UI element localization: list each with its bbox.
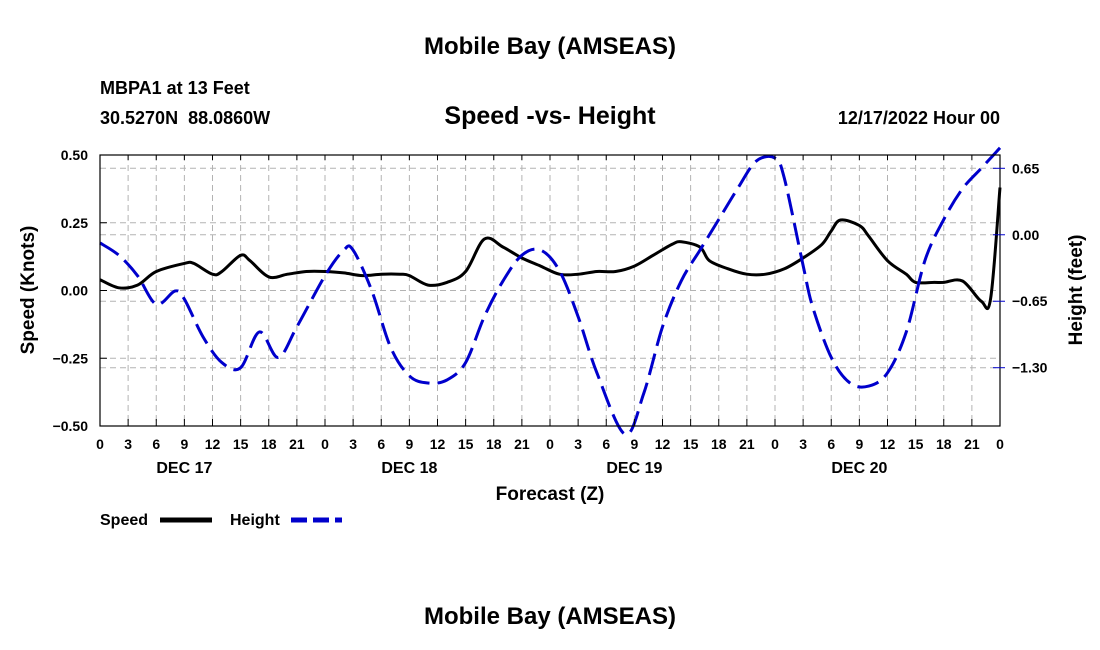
x-tick-label: 3 — [349, 436, 357, 452]
x-tick-label: 21 — [964, 436, 980, 452]
day-label: DEC 19 — [606, 460, 662, 477]
x-tick-label: 6 — [377, 436, 385, 452]
x-tick-label: 12 — [655, 436, 671, 452]
y-tick-label: 0.50 — [61, 147, 88, 163]
x-tick-label: 15 — [233, 436, 249, 452]
series-layer — [99, 146, 1002, 436]
y-axis-label-right: Height (feet) — [1066, 235, 1087, 346]
x-tick-label: 15 — [908, 436, 924, 452]
x-tick-label: 21 — [289, 436, 305, 452]
y-tick-label: 0.00 — [61, 283, 88, 299]
y2-tick-label: −0.65 — [1012, 293, 1048, 309]
x-tick-label: 21 — [514, 436, 530, 452]
y-tick-label: −0.25 — [53, 350, 89, 366]
x-tick-label: 6 — [152, 436, 160, 452]
day-label: DEC 18 — [381, 460, 437, 477]
x-tick-label: 0 — [96, 436, 104, 452]
day-label: DEC 20 — [831, 460, 887, 477]
x-tick-label: 18 — [486, 436, 502, 452]
x-axis-label: Forecast (Z) — [496, 484, 605, 505]
station-coords: 30.5270N 88.0860W — [100, 108, 270, 128]
y-tick-label: −0.50 — [53, 418, 89, 434]
x-tick-label: 9 — [180, 436, 188, 452]
x-tick-label: 0 — [546, 436, 554, 452]
x-tick-label: 18 — [711, 436, 727, 452]
y2-tick-label: −1.30 — [1012, 360, 1048, 376]
x-tick-label: 9 — [405, 436, 413, 452]
footer-title: Mobile Bay (AMSEAS) — [424, 603, 676, 630]
x-tick-label: 6 — [827, 436, 835, 452]
grid-lines — [100, 154, 1000, 427]
y2-tick-label: 0.00 — [1012, 227, 1039, 243]
chart-title: Speed -vs- Height — [444, 102, 656, 130]
legend-height-label: Height — [230, 512, 280, 529]
x-tick-label: 18 — [936, 436, 952, 452]
x-tick-label: 12 — [205, 436, 221, 452]
legend-speed-label: Speed — [100, 512, 148, 529]
x-tick-label: 9 — [855, 436, 863, 452]
x-tick-label: 6 — [602, 436, 610, 452]
x-tick-label: 3 — [799, 436, 807, 452]
x-tick-label: 12 — [430, 436, 446, 452]
x-tick-label: 15 — [683, 436, 699, 452]
x-tick-label: 18 — [261, 436, 277, 452]
x-tick-label: 9 — [630, 436, 638, 452]
x-tick-label: 0 — [321, 436, 329, 452]
y-tick-label: 0.25 — [61, 215, 88, 231]
y-axis-label-left: Speed (Knots) — [18, 226, 39, 355]
x-tick-label: 3 — [124, 436, 132, 452]
x-tick-label: 0 — [996, 436, 1004, 452]
x-tick-label: 12 — [880, 436, 896, 452]
tick-labels: 0 3 6 9 12 15 18 21 0 3 6 9 12 15 18 21 0 3 6 9 12 15 18 21 0 3 6 9… — [53, 147, 1048, 477]
series-line-height — [99, 146, 1002, 436]
station-name: MBPA1 at 13 Feet — [100, 78, 250, 98]
series-line-speed — [99, 187, 1002, 311]
x-tick-label: 3 — [574, 436, 582, 452]
page-title: Mobile Bay (AMSEAS) — [424, 33, 676, 60]
x-tick-label: 21 — [739, 436, 755, 452]
tick-marks — [99, 154, 1005, 427]
x-tick-label: 15 — [458, 436, 474, 452]
legend: Speed Height — [100, 512, 342, 529]
y2-tick-label: 0.65 — [1012, 160, 1039, 176]
x-tick-label: 0 — [771, 436, 779, 452]
forecast-timestamp: 12/17/2022 Hour 00 — [838, 108, 1000, 128]
day-label: DEC 17 — [156, 460, 212, 477]
